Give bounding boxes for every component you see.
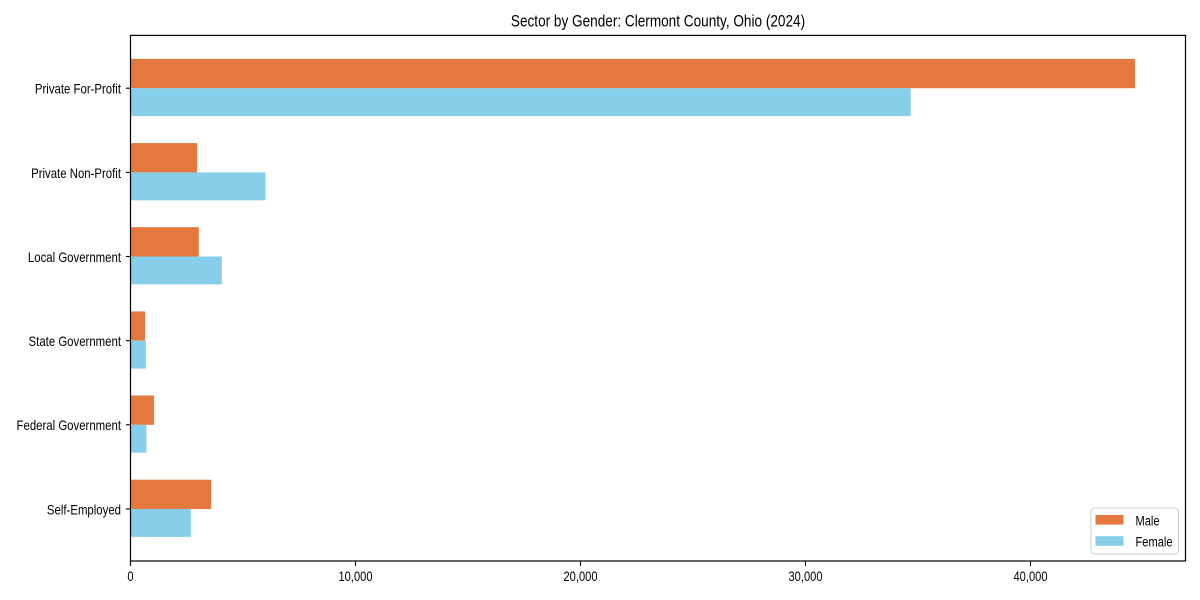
svg-text:10,000: 10,000 [339,569,373,584]
svg-text:40,000: 40,000 [1014,569,1048,584]
svg-text:0: 0 [127,569,133,584]
svg-text:Self-Employed: Self-Employed [47,501,121,517]
svg-text:Sector by Gender: Clermont Cou: Sector by Gender: Clermont County, Ohio … [511,12,805,31]
svg-text:Federal Government: Federal Government [17,417,122,433]
svg-text:Private For-Profit: Private For-Profit [35,80,122,96]
svg-text:Female: Female [1136,534,1173,549]
svg-text:Private Non-Profit: Private Non-Profit [31,165,121,181]
svg-text:30,000: 30,000 [789,569,823,584]
svg-text:Male: Male [1136,513,1160,528]
svg-text:Local Government: Local Government [28,249,121,265]
svg-text:20,000: 20,000 [564,569,598,584]
svg-text:State Government: State Government [29,333,122,349]
